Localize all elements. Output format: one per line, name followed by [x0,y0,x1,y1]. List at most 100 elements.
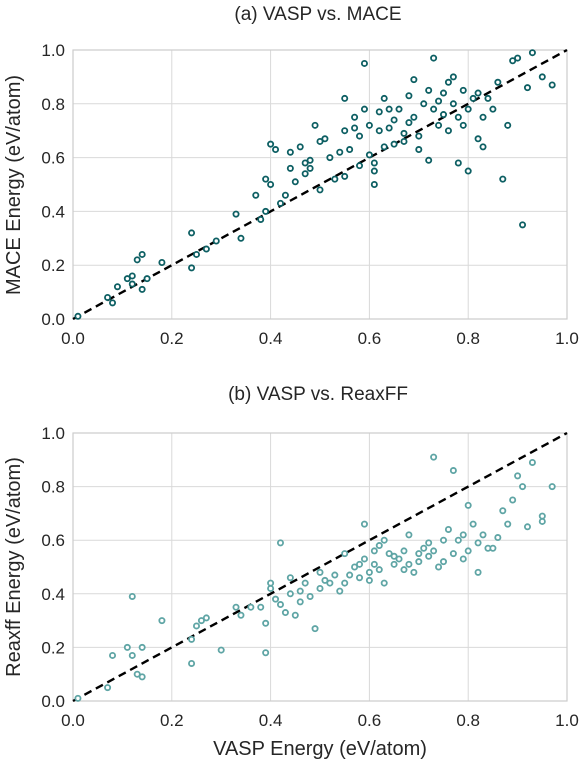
data-point [449,100,457,108]
data-point [370,167,378,175]
data-point [158,617,166,625]
data-point [528,49,536,57]
data-point [504,121,512,129]
data-point [74,694,82,702]
data-point [267,584,275,592]
data-point [326,154,334,162]
data-point [405,560,413,568]
panel-a-y-ticks: 0.0 0.2 0.4 0.6 0.8 1.0 [41,41,65,329]
y-tick-label: 1.0 [41,424,65,443]
data-point [439,111,447,119]
data-point [395,555,403,563]
data-point [128,280,136,288]
data-point [286,590,294,598]
data-point [380,579,388,587]
y-tick-label: 0.0 [41,310,65,329]
data-point [454,536,462,544]
data-point [237,234,245,242]
data-point [138,673,146,681]
panel-a-points [74,49,556,320]
y-tick-label: 0.8 [41,95,65,114]
data-point [538,512,546,520]
data-point [474,135,482,143]
y-tick-label: 0.4 [41,585,65,604]
data-point [464,547,472,555]
data-point [430,105,438,113]
data-point [380,143,388,151]
data-point [410,113,418,121]
data-point [385,105,393,113]
data-point [519,483,527,491]
data-point [459,86,467,94]
data-point [133,256,141,264]
x-tick-label: 0.4 [259,329,283,348]
data-point [276,539,284,547]
data-point [212,237,220,245]
data-point [504,520,512,528]
data-point [439,536,447,544]
panel-b-reference-line [72,431,568,703]
data-point [197,617,205,625]
data-point [341,579,349,587]
data-point [449,467,457,475]
panel-a-title: (a) VASP vs. MACE [234,4,401,25]
data-point [316,137,324,145]
data-point [351,563,359,571]
data-point [346,146,354,154]
data-point [435,121,443,129]
y-tick-label: 0.4 [41,202,65,221]
data-point [316,568,324,576]
data-point [341,172,349,180]
data-point [430,547,438,555]
data-point [138,250,146,258]
data-point [459,121,467,129]
data-point [425,156,433,164]
data-point [375,108,383,116]
panel-a-reference-line [72,48,568,321]
data-point [336,148,344,156]
data-point [489,544,497,552]
data-point [375,566,383,574]
data-point [474,539,482,547]
data-point [138,643,146,651]
data-point [360,520,368,528]
data-point [469,520,477,528]
data-point [123,643,131,651]
data-point [301,159,309,167]
data-point [311,121,319,129]
data-point [128,272,136,280]
data-point [267,579,275,587]
data-point [430,54,438,62]
data-point [523,523,531,531]
data-point [252,191,260,199]
data-point [464,501,472,509]
data-point [365,568,373,576]
data-point [281,191,289,199]
data-point [109,299,117,307]
data-point [257,215,265,223]
data-point [291,611,299,619]
data-point [459,531,467,539]
data-point [474,89,482,97]
data-point [267,180,275,188]
x-tick-label: 0.8 [456,329,480,348]
data-point [321,576,329,584]
y-tick-label: 1.0 [41,41,65,60]
panel-b-frame [72,432,568,702]
data-point [365,121,373,129]
x-tick-label: 0.4 [259,711,283,730]
data-point [459,555,467,563]
data-point [188,229,196,237]
data-point [272,595,280,603]
data-point [296,587,304,595]
data-point [538,73,546,81]
data-point [158,259,166,267]
data-point [356,560,364,568]
data-point [109,651,117,659]
data-point [257,603,265,611]
data-point [405,119,413,127]
data-point [548,483,556,491]
data-point [326,579,334,587]
data-point [410,568,418,576]
data-point [380,94,388,102]
